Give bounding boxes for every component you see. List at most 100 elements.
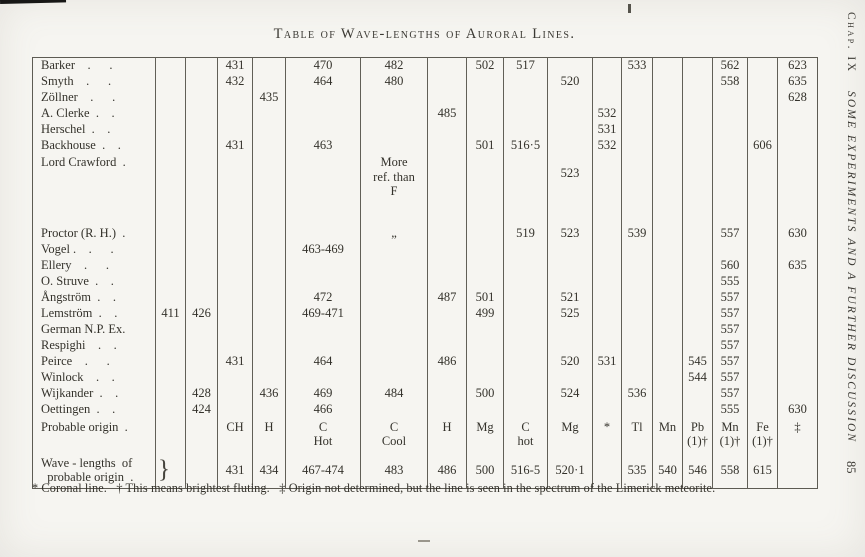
value-cell: [592, 226, 622, 242]
value-cell: [652, 90, 683, 106]
value-cell: [427, 154, 467, 213]
value-cell: [155, 338, 186, 354]
value-cell: [547, 106, 593, 122]
value-cell: [592, 57, 622, 74]
value-cell: 520: [547, 354, 593, 370]
value-cell: More ref. than F: [360, 154, 428, 213]
value-cell: Mg: [466, 418, 504, 451]
value-cell: [466, 74, 504, 90]
value-cell: [747, 274, 778, 290]
value-cell: [360, 290, 428, 306]
value-cell: 480: [360, 74, 428, 90]
value-cell: 426: [185, 306, 218, 322]
value-cell: 615: [747, 451, 778, 489]
value-cell: [155, 274, 186, 290]
value-cell: [621, 122, 653, 138]
value-cell: [503, 338, 548, 354]
value-cell: [466, 242, 504, 258]
value-cell: „: [360, 226, 428, 242]
value-cell: [547, 213, 593, 226]
value-cell: [217, 258, 253, 274]
value-cell: 635: [777, 74, 818, 90]
value-cell: [592, 338, 622, 354]
value-cell: [621, 274, 653, 290]
value-cell: [592, 242, 622, 258]
value-cell: [185, 226, 218, 242]
value-cell: [652, 290, 683, 306]
table-row: Probable origin . CH H C Hot C Cool H Mg C hot M…: [33, 418, 818, 451]
table-row: Oettingen . . 424 466 555 630: [33, 402, 818, 418]
value-cell: [652, 370, 683, 386]
value-cell: [777, 106, 818, 122]
value-cell: [592, 274, 622, 290]
value-cell: [682, 122, 713, 138]
value-cell: [466, 154, 504, 213]
value-cell: [621, 74, 653, 90]
value-cell: [217, 386, 253, 402]
value-cell: [360, 122, 428, 138]
value-cell: [217, 90, 253, 106]
value-cell: [252, 258, 286, 274]
scan-artifact-tick: [628, 4, 631, 13]
value-cell: [185, 106, 218, 122]
value-cell: [777, 338, 818, 354]
value-cell: [503, 154, 548, 213]
value-cell: [360, 338, 428, 354]
observer-name: Barker . .: [41, 58, 113, 73]
value-cell: [185, 57, 218, 74]
value-cell: 487: [427, 290, 467, 306]
value-cell: [652, 258, 683, 274]
value-cell: [777, 242, 818, 258]
value-cell: [652, 242, 683, 258]
value-cell: [217, 226, 253, 242]
value-cell: [427, 274, 467, 290]
table-row: Backhouse . . 431 463 501 516·5 532 606: [33, 138, 818, 154]
value-cell: [185, 418, 218, 451]
value-cell: [427, 226, 467, 242]
value-cell: [252, 290, 286, 306]
value-cell: [427, 306, 467, 322]
value-cell: [682, 386, 713, 402]
value-cell: Mn: [652, 418, 683, 451]
value-cell: 501: [466, 290, 504, 306]
value-cell: [621, 258, 653, 274]
value-cell: [285, 274, 361, 290]
value-cell: 558: [712, 74, 748, 90]
value-cell: [621, 402, 653, 418]
value-cell: [777, 138, 818, 154]
value-cell: [592, 258, 622, 274]
value-cell: [252, 274, 286, 290]
value-cell: [747, 402, 778, 418]
value-cell: Mn (1)†: [712, 418, 748, 451]
table-row: Smyth . . 432 464 480 520 558 635: [33, 74, 818, 90]
value-cell: [466, 274, 504, 290]
value-cell: 523: [547, 154, 593, 213]
value-cell: [427, 138, 467, 154]
value-cell: CH: [217, 418, 253, 451]
value-cell: H: [427, 418, 467, 451]
value-cell: 519: [503, 226, 548, 242]
value-cell: [747, 306, 778, 322]
value-cell: [155, 370, 186, 386]
value-cell: [547, 402, 593, 418]
value-cell: [777, 354, 818, 370]
value-cell: [155, 226, 186, 242]
value-cell: [547, 57, 593, 74]
value-cell: [360, 242, 428, 258]
value-cell: [217, 306, 253, 322]
value-cell: [682, 213, 713, 226]
value-cell: [360, 138, 428, 154]
value-cell: 525: [547, 306, 593, 322]
value-cell: [592, 90, 622, 106]
value-cell: [747, 106, 778, 122]
value-cell: 500: [466, 451, 504, 489]
value-cell: [185, 138, 218, 154]
value-cell: [427, 242, 467, 258]
value-cell: [252, 306, 286, 322]
value-cell: *: [592, 418, 622, 451]
value-cell: [652, 154, 683, 213]
value-cell: [712, 138, 748, 154]
value-cell: [712, 122, 748, 138]
page-number: 85: [844, 460, 858, 474]
table-row: Vogel . . . 463-469: [33, 242, 818, 258]
